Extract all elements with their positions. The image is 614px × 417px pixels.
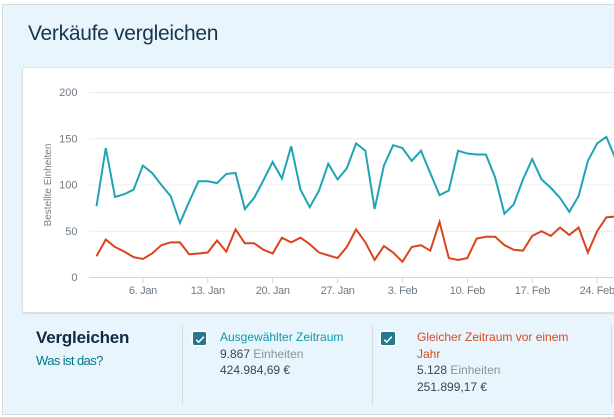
svg-text:50: 50 xyxy=(65,226,77,238)
svg-text:24. Feb: 24. Feb xyxy=(580,285,614,297)
svg-text:27. Jan: 27. Jan xyxy=(321,285,355,297)
svg-text:20. Jan: 20. Jan xyxy=(256,285,290,297)
svg-text:13. Jan: 13. Jan xyxy=(191,285,225,297)
svg-text:200: 200 xyxy=(59,87,77,99)
svg-text:3. Feb: 3. Feb xyxy=(388,285,418,297)
svg-text:100: 100 xyxy=(59,180,77,192)
svg-text:17. Feb: 17. Feb xyxy=(515,285,550,297)
svg-text:150: 150 xyxy=(59,133,77,145)
svg-text:6. Jan: 6. Jan xyxy=(129,285,157,297)
svg-text:0: 0 xyxy=(71,272,77,284)
svg-text:Bestellte Einheiten: Bestellte Einheiten xyxy=(43,144,54,227)
svg-text:10. Feb: 10. Feb xyxy=(450,285,485,297)
